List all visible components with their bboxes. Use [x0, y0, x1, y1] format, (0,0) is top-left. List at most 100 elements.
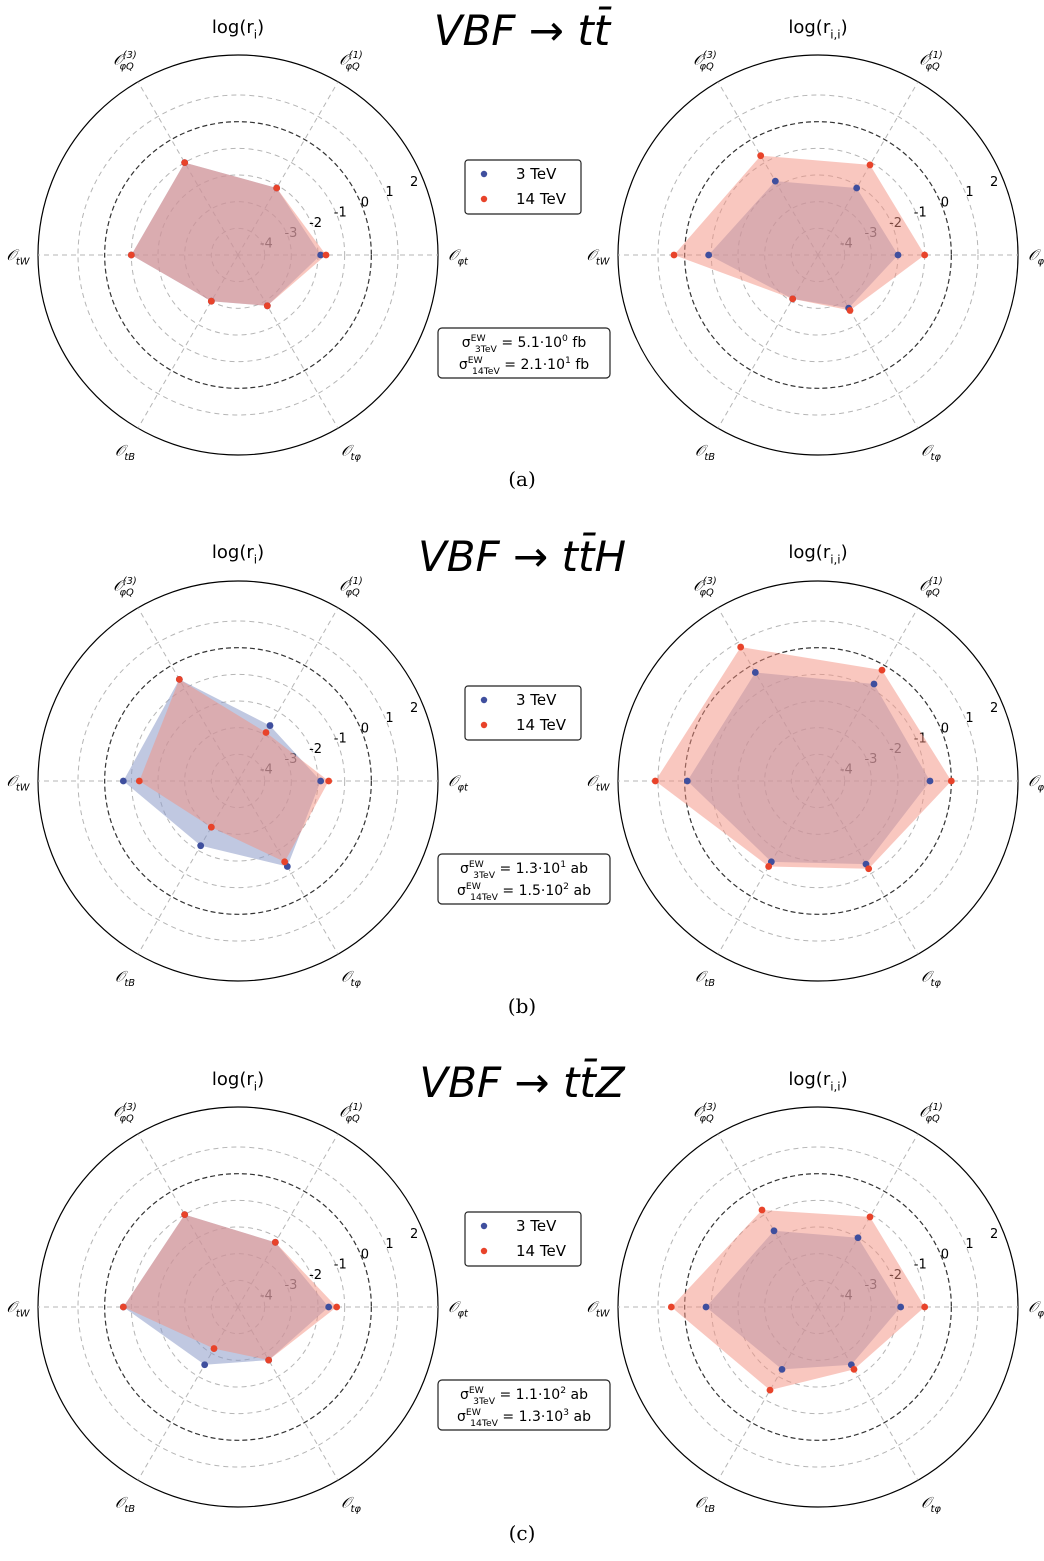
axis-label: 𝒪(1)φQ​	[919, 1102, 942, 1125]
grid-circle	[657, 620, 979, 942]
cross-section-frame	[437, 1379, 611, 1431]
radial-tick-label: 0	[361, 1247, 369, 1262]
series-area-14tev	[674, 155, 925, 311]
text-run: ab	[566, 861, 588, 877]
zero-circle	[104, 121, 372, 389]
text-run: = 1.1·10	[495, 1387, 560, 1403]
legend-marker	[480, 696, 488, 704]
subscript: i,i	[830, 1079, 840, 1093]
subscript: tB	[124, 1504, 135, 1515]
superscript: (1)	[929, 1102, 943, 1113]
axis-label: 𝒪(3)φQ​	[113, 576, 136, 599]
axis-label: 𝒪tφ​	[341, 1494, 361, 1516]
data-point-14tev	[181, 159, 189, 167]
text-run: ab	[566, 1387, 588, 1403]
spoke	[237, 254, 339, 429]
superscript: 2	[563, 881, 569, 892]
data-point-14tev	[921, 1303, 929, 1311]
grid-circle	[77, 1146, 399, 1468]
subscript: φt	[458, 257, 470, 268]
subscript: 14TeV	[472, 366, 501, 377]
subscript: φQ	[346, 588, 361, 599]
radial-tick-label: 2	[410, 1227, 418, 1242]
subscript: φQ	[700, 1114, 715, 1125]
axis-label: 𝒪tφ​	[921, 1494, 941, 1516]
subscript: tφ	[931, 978, 942, 989]
data-point-14tev	[737, 643, 745, 651]
superscript: EW	[466, 1407, 481, 1418]
spoke	[817, 1306, 919, 1481]
legend-label: 3 TeV	[516, 691, 557, 709]
radial-tick-label: -2	[309, 1268, 322, 1283]
data-point-3tev	[266, 722, 274, 729]
superscript: EW	[469, 1385, 484, 1396]
superscript: EW	[466, 881, 481, 892]
axis-label: 𝒪tφ​	[921, 442, 941, 464]
subscript: φQ	[926, 62, 941, 73]
axis-label: 𝒪φt​	[1028, 772, 1044, 794]
radar-rii: log(ri,i​)-4-3-2-1012𝒪φt​𝒪(1)φQ​𝒪(3)φQ​𝒪…	[586, 17, 1044, 463]
spoke	[137, 780, 239, 955]
subscript: 3TeV	[473, 1396, 496, 1407]
text-run: σ	[460, 1387, 469, 1403]
subscript: tW	[16, 1309, 31, 1320]
data-point-14tev	[175, 675, 183, 683]
axis-label: 𝒪tW​	[6, 1298, 30, 1320]
radar-ri: log(ri​)-4-3-2-1012𝒪φt​𝒪(1)φQ​𝒪(3)φQ​𝒪tW…	[6, 17, 469, 463]
subscript: tW	[596, 257, 611, 268]
subscript: tφ	[931, 452, 942, 463]
data-point-14tev	[850, 1365, 858, 1373]
text-run: σ	[457, 1409, 466, 1425]
panel-caption: (a)	[508, 467, 536, 491]
radial-tick-label: 2	[990, 701, 998, 716]
data-point-14tev	[325, 777, 333, 785]
subplot-title: log(ri,i​)	[788, 542, 847, 566]
radial-tick-label: 1	[965, 185, 973, 200]
axis-label: 𝒪tW​	[6, 246, 30, 268]
radial-tick-label: 0	[941, 721, 949, 736]
axis-label: 𝒪tW​	[586, 246, 610, 268]
legend-frame	[464, 685, 582, 741]
subscript: φQ	[700, 588, 715, 599]
superscript: (1)	[349, 1102, 363, 1113]
text-run: )	[841, 17, 848, 38]
series-area-14tev	[139, 679, 329, 862]
data-point-14tev	[127, 251, 135, 259]
series-area-14tev	[655, 647, 952, 869]
subscript: φQ	[120, 1114, 135, 1125]
subscript: 3TeV	[473, 870, 496, 881]
data-point-14tev	[273, 184, 281, 192]
axis-label: 𝒪tB​	[695, 1494, 715, 1516]
data-point-14tev	[181, 1211, 189, 1219]
legend-marker	[480, 1247, 488, 1255]
text-run: log(r	[788, 1069, 830, 1090]
axis-label: 𝒪tB​	[695, 442, 715, 464]
subscript: tB	[124, 452, 135, 463]
data-point-3tev	[897, 1303, 905, 1311]
spoke	[137, 1306, 239, 1481]
spoke	[237, 607, 339, 782]
subplot-title: log(ri​)	[212, 17, 264, 41]
subscript: tW	[16, 257, 31, 268]
legend-label: 3 TeV	[516, 165, 557, 183]
text-run: ab	[569, 883, 591, 899]
legend-label: 3 TeV	[516, 1217, 557, 1235]
grid-circle	[657, 1146, 979, 1468]
text-run: log(r	[788, 17, 830, 38]
subscript: φt	[458, 1309, 470, 1320]
legend-frame	[464, 159, 582, 215]
radial-tick-label: 0	[361, 195, 369, 210]
data-point-14tev	[667, 1303, 675, 1311]
legend-label: 14 TeV	[516, 1242, 567, 1260]
data-point-14tev	[263, 302, 271, 310]
radial-tick-label: 0	[941, 195, 949, 210]
axis-label: 𝒪φt​	[448, 1298, 469, 1320]
axis-label: 𝒪φt​	[448, 772, 469, 794]
text-run: = 1.3·10	[498, 1409, 563, 1425]
radial-tick-label: 2	[410, 175, 418, 190]
data-point-3tev	[853, 184, 861, 192]
subscript: 14TeV	[470, 892, 499, 903]
subscript: tW	[596, 1309, 611, 1320]
legend-marker	[480, 721, 488, 729]
